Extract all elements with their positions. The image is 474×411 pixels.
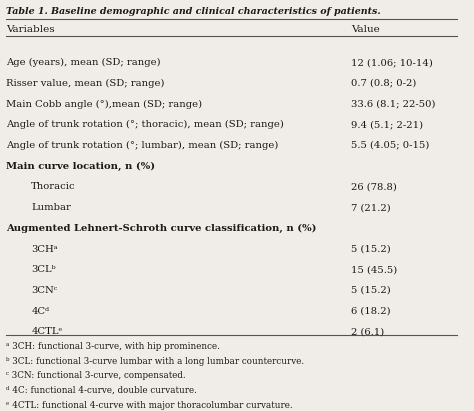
Text: 0.7 (0.8; 0-2): 0.7 (0.8; 0-2): [351, 79, 417, 88]
Text: Variables: Variables: [6, 25, 55, 34]
Text: ᵈ 4C: functional 4-curve, double curvature.: ᵈ 4C: functional 4-curve, double curvatu…: [6, 386, 197, 395]
Text: 5.5 (4.05; 0-15): 5.5 (4.05; 0-15): [351, 141, 429, 150]
Text: Angle of trunk rotation (°; lumbar), mean (SD; range): Angle of trunk rotation (°; lumbar), mea…: [6, 141, 278, 150]
Text: Augmented Lehnert-Schroth curve classification, n (%): Augmented Lehnert-Schroth curve classifi…: [6, 224, 317, 233]
Text: 9.4 (5.1; 2-21): 9.4 (5.1; 2-21): [351, 120, 423, 129]
Text: 6 (18.2): 6 (18.2): [351, 307, 391, 316]
Text: 5 (15.2): 5 (15.2): [351, 245, 391, 254]
Text: ᵃ 3CH: functional 3-curve, with hip prominence.: ᵃ 3CH: functional 3-curve, with hip prom…: [6, 342, 220, 351]
Text: Main Cobb angle (°),mean (SD; range): Main Cobb angle (°),mean (SD; range): [6, 99, 202, 109]
Text: 12 (1.06; 10-14): 12 (1.06; 10-14): [351, 58, 433, 67]
Text: 26 (78.8): 26 (78.8): [351, 182, 397, 192]
Text: Table 1. Baseline demographic and clinical characteristics of patients.: Table 1. Baseline demographic and clinic…: [6, 7, 381, 16]
Text: Value: Value: [351, 25, 380, 34]
Text: 4Cᵈ: 4Cᵈ: [31, 307, 49, 316]
Text: Thoracic: Thoracic: [31, 182, 76, 192]
Text: 5 (15.2): 5 (15.2): [351, 286, 391, 295]
Text: 15 (45.5): 15 (45.5): [351, 265, 397, 274]
Text: 3CNᶜ: 3CNᶜ: [31, 286, 57, 295]
Text: Main curve location, n (%): Main curve location, n (%): [6, 162, 155, 171]
Text: Risser value, mean (SD; range): Risser value, mean (SD; range): [6, 79, 164, 88]
Text: Angle of trunk rotation (°; thoracic), mean (SD; range): Angle of trunk rotation (°; thoracic), m…: [6, 120, 284, 129]
Text: 7 (21.2): 7 (21.2): [351, 203, 391, 212]
Text: ᵉ 4CTL: functional 4-curve with major thoracolumbar curvature.: ᵉ 4CTL: functional 4-curve with major th…: [6, 401, 292, 410]
Text: 4CTLᵉ: 4CTLᵉ: [31, 328, 63, 337]
Text: 3CHᵃ: 3CHᵃ: [31, 245, 58, 254]
Text: 3CLᵇ: 3CLᵇ: [31, 265, 56, 274]
Text: 33.6 (8.1; 22-50): 33.6 (8.1; 22-50): [351, 99, 436, 109]
Text: 2 (6.1): 2 (6.1): [351, 328, 384, 337]
Text: Age (years), mean (SD; range): Age (years), mean (SD; range): [6, 58, 161, 67]
Text: ᶜ 3CN: functional 3-curve, compensated.: ᶜ 3CN: functional 3-curve, compensated.: [6, 371, 186, 380]
Text: Lumbar: Lumbar: [31, 203, 71, 212]
Text: ᵇ 3CL: functional 3-curve lumbar with a long lumbar countercurve.: ᵇ 3CL: functional 3-curve lumbar with a …: [6, 356, 304, 365]
